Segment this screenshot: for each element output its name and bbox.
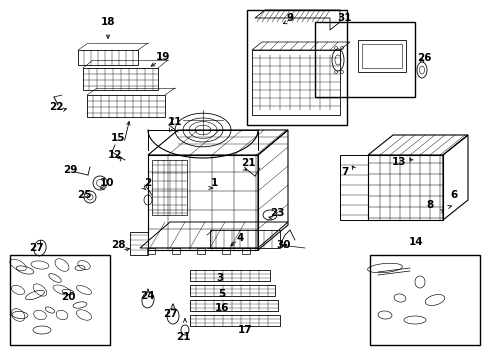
- Text: 24: 24: [140, 291, 154, 301]
- Text: 21: 21: [240, 158, 255, 168]
- Text: 30: 30: [276, 240, 291, 250]
- Text: 26: 26: [416, 53, 430, 63]
- Text: 5: 5: [218, 289, 225, 299]
- Bar: [190, 270, 269, 281]
- Bar: [148, 155, 258, 250]
- Text: 20: 20: [61, 292, 75, 302]
- Bar: [209, 230, 280, 248]
- Text: 1: 1: [210, 178, 217, 188]
- Text: 11: 11: [167, 117, 182, 127]
- Bar: [78, 50, 138, 65]
- Text: 16: 16: [214, 303, 229, 313]
- Text: 15: 15: [110, 133, 125, 143]
- Text: 10: 10: [100, 178, 114, 188]
- Text: 27: 27: [163, 309, 177, 319]
- Text: 6: 6: [449, 190, 457, 200]
- Text: 27: 27: [29, 243, 43, 253]
- Bar: [197, 248, 204, 254]
- Bar: [152, 160, 186, 215]
- Bar: [242, 248, 249, 254]
- Text: 19: 19: [156, 52, 170, 62]
- Bar: [190, 285, 274, 296]
- Text: 7: 7: [341, 167, 348, 177]
- Bar: [172, 248, 180, 254]
- Text: 3: 3: [216, 273, 223, 283]
- Text: 25: 25: [77, 190, 91, 200]
- Bar: [339, 155, 367, 220]
- Text: 2: 2: [144, 178, 151, 188]
- Text: 23: 23: [269, 208, 284, 218]
- Bar: [190, 300, 278, 311]
- Bar: [367, 155, 442, 220]
- Text: 28: 28: [110, 240, 125, 250]
- Bar: [314, 22, 414, 97]
- Text: 17: 17: [237, 325, 252, 335]
- Text: 14: 14: [408, 237, 423, 247]
- Text: 22: 22: [49, 102, 63, 112]
- Bar: [83, 68, 158, 90]
- Bar: [87, 95, 164, 117]
- Text: 4: 4: [236, 233, 243, 243]
- Bar: [369, 255, 479, 345]
- Bar: [10, 255, 110, 345]
- Text: 13: 13: [391, 157, 406, 167]
- Bar: [357, 40, 405, 72]
- Bar: [190, 315, 280, 326]
- Bar: [147, 248, 155, 254]
- Bar: [361, 44, 401, 68]
- Text: 12: 12: [107, 150, 122, 160]
- Text: 29: 29: [62, 165, 77, 175]
- Text: 31: 31: [337, 13, 351, 23]
- Text: 9: 9: [286, 13, 293, 23]
- Bar: [222, 248, 229, 254]
- Text: 21: 21: [175, 332, 190, 342]
- Bar: [246, 10, 346, 125]
- Text: 18: 18: [101, 17, 115, 27]
- Text: 8: 8: [426, 200, 433, 210]
